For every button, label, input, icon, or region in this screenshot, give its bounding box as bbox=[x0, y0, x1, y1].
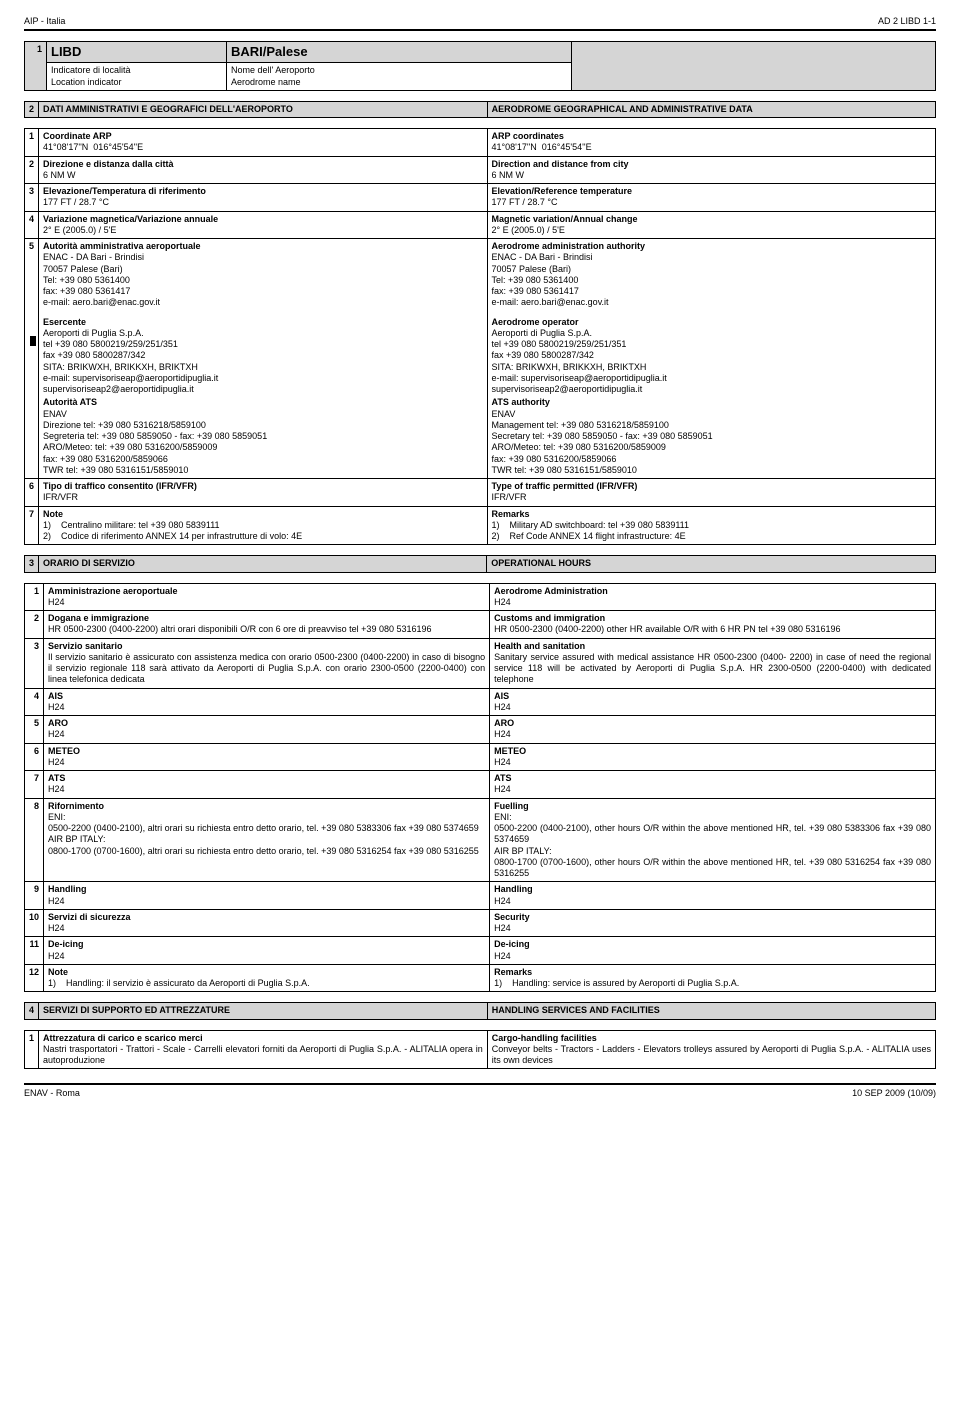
row-left: Servizi di sicurezzaH24 bbox=[44, 909, 490, 937]
row-left: ATSH24 bbox=[44, 771, 490, 799]
row-left: Note1) Handling: il servizio è assicurat… bbox=[44, 964, 490, 992]
row-left: Elevazione/Temperatura di riferimento177… bbox=[39, 184, 487, 212]
t1-aero: Nome dell' AeroportoAerodrome name bbox=[227, 63, 572, 91]
row-right: Remarks1) Handling: service is assured b… bbox=[490, 964, 936, 992]
row-left: HandlingH24 bbox=[44, 882, 490, 910]
row-left: Coordinate ARP41°08'17''N 016°45'54''E bbox=[39, 129, 487, 157]
row5-right: Aerodrome administration authorityENAC -… bbox=[487, 239, 936, 479]
row-right: FuellingENI:0500-2200 (0400-2100), other… bbox=[490, 798, 936, 882]
sec4-header: 4 SERVIZI DI SUPPORTO ED ATTREZZATURE HA… bbox=[24, 1002, 936, 1019]
s4r1-right: Cargo-handling facilities Conveyor belts… bbox=[487, 1030, 935, 1069]
row-right: AROH24 bbox=[490, 716, 936, 744]
s4r1-left: Attrezzatura di carico e scarico merci N… bbox=[39, 1030, 488, 1069]
page-header: AIP - Italia AD 2 LIBD 1-1 bbox=[24, 16, 936, 31]
header-right: AD 2 LIBD 1-1 bbox=[878, 16, 936, 26]
footer-right: 10 SEP 2009 (10/09) bbox=[852, 1088, 936, 1098]
row-right: Magnetic variation/Annual change2° E (20… bbox=[487, 211, 936, 239]
row-left: AISH24 bbox=[44, 688, 490, 716]
t1-loc: Indicatore di localitàLocation indicator bbox=[47, 63, 227, 91]
row-left: RifornimentoENI:0500-2200 (0400-2100), a… bbox=[44, 798, 490, 882]
row-right: Health and sanitationSanitary service as… bbox=[490, 638, 936, 688]
row5-left: Autorità amministrativa aeroportualeENAC… bbox=[39, 239, 487, 479]
row-left: AROH24 bbox=[44, 716, 490, 744]
footer-left: ENAV - Roma bbox=[24, 1088, 80, 1098]
row-right: ARP coordinates41°08'17''N 016°45'54''E bbox=[487, 129, 936, 157]
row-right: Direction and distance from city6 NM W bbox=[487, 156, 936, 184]
row-left: De-icingH24 bbox=[44, 937, 490, 965]
t1-code: LIBD bbox=[47, 42, 227, 63]
row-right: Aerodrome AdministrationH24 bbox=[490, 583, 936, 611]
t1-num: 1 bbox=[25, 42, 47, 91]
header-left: AIP - Italia bbox=[24, 16, 65, 26]
row-left: Variazione magnetica/Variazione annuale2… bbox=[39, 211, 487, 239]
t1-name: BARI/Palese bbox=[227, 42, 572, 63]
row-right: SecurityH24 bbox=[490, 909, 936, 937]
row-right: Elevation/Reference temperature177 FT / … bbox=[487, 184, 936, 212]
row-right: De-icingH24 bbox=[490, 937, 936, 965]
sec2-header: 2 DATI AMMINISTRATIVI E GEOGRAFICI DELL'… bbox=[24, 101, 936, 118]
sec2-body: 1Coordinate ARP41°08'17''N 016°45'54''EA… bbox=[24, 128, 936, 545]
change-mark bbox=[30, 336, 36, 346]
title-table: 1 LIBD BARI/Palese Indicatore di localit… bbox=[24, 41, 936, 91]
row-left: Servizio sanitarioIl servizio sanitario … bbox=[44, 638, 490, 688]
sec3-body: 1Amministrazione aeroportualeH24Aerodrom… bbox=[24, 583, 936, 993]
page-footer: ENAV - Roma 10 SEP 2009 (10/09) bbox=[24, 1083, 936, 1098]
row-right: METEOH24 bbox=[490, 743, 936, 771]
row-left: Amministrazione aeroportualeH24 bbox=[44, 583, 490, 611]
row-left: Dogana e immigrazioneHR 0500-2300 (0400-… bbox=[44, 611, 490, 639]
row-right: AISH24 bbox=[490, 688, 936, 716]
row-right: Customs and immigrationHR 0500-2300 (040… bbox=[490, 611, 936, 639]
row-right: HandlingH24 bbox=[490, 882, 936, 910]
row-left: METEOH24 bbox=[44, 743, 490, 771]
t1-blank bbox=[571, 42, 935, 91]
sec4-body: 1 Attrezzatura di carico e scarico merci… bbox=[24, 1030, 936, 1070]
row-right: ATSH24 bbox=[490, 771, 936, 799]
sec3-header: 3 ORARIO DI SERVIZIO OPERATIONAL HOURS bbox=[24, 555, 936, 572]
row-left: Direzione e distanza dalla città6 NM W bbox=[39, 156, 487, 184]
